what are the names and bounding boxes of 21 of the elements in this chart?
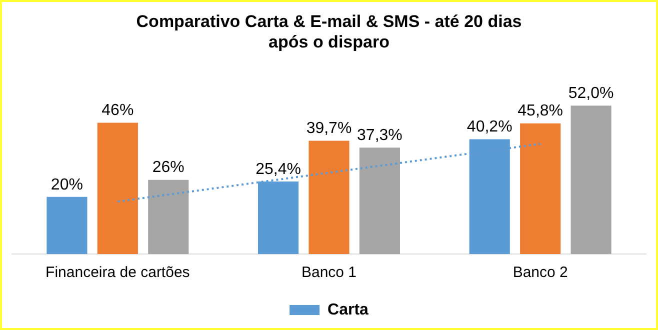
bar bbox=[520, 123, 561, 254]
data-label: 26% bbox=[152, 159, 184, 176]
bar bbox=[359, 148, 400, 254]
data-label: 40,2% bbox=[466, 118, 512, 136]
bar bbox=[97, 122, 138, 254]
data-label: 20% bbox=[50, 176, 83, 194]
x-tick-label: Financeira de cartões bbox=[46, 264, 190, 282]
data-label: 45,8% bbox=[518, 102, 564, 120]
x-tick-label: Banco 1 bbox=[301, 264, 357, 282]
bar bbox=[308, 140, 350, 254]
bar bbox=[46, 196, 88, 254]
legend-label: Carta bbox=[328, 301, 369, 318]
chart-title: Comparativo Carta & E-mail & SMS - até 20 dias após o disparo bbox=[136, 12, 522, 52]
x-tick-label: Banco 2 bbox=[512, 264, 568, 282]
bar bbox=[570, 106, 612, 254]
data-label: 52,0% bbox=[568, 85, 614, 102]
data-label: 37,3% bbox=[357, 126, 402, 144]
data-label: 46% bbox=[102, 102, 134, 120]
data-label: 25,4% bbox=[256, 160, 301, 178]
bar bbox=[148, 180, 189, 254]
data-label: 39,7% bbox=[306, 120, 352, 138]
